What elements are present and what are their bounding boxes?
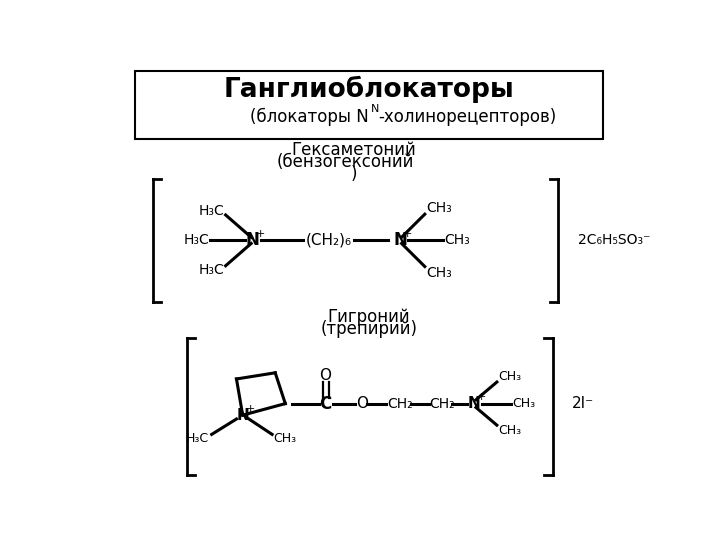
Text: Ганглиоблокаторы: Ганглиоблокаторы xyxy=(224,76,514,103)
Text: 2C₆H₅SO₃⁻: 2C₆H₅SO₃⁻ xyxy=(578,233,651,247)
Text: CH₃: CH₃ xyxy=(274,432,297,445)
Text: CH₂: CH₂ xyxy=(429,396,455,410)
Text: N: N xyxy=(393,231,407,249)
Text: CH₃: CH₃ xyxy=(498,424,521,437)
Text: Гексаметоний: Гексаметоний xyxy=(291,141,416,159)
Text: ): ) xyxy=(350,165,356,183)
Text: O: O xyxy=(320,368,332,383)
FancyBboxPatch shape xyxy=(135,71,603,139)
Text: (бензогексоний: (бензогексоний xyxy=(277,153,415,171)
Text: CH₃: CH₃ xyxy=(426,266,452,280)
Text: +: + xyxy=(246,404,255,414)
Text: +: + xyxy=(256,229,265,239)
Text: +: + xyxy=(403,229,413,239)
Text: N: N xyxy=(246,231,260,249)
Text: H₃C: H₃C xyxy=(199,204,224,218)
Text: CH₃: CH₃ xyxy=(498,370,521,383)
Text: CH₃: CH₃ xyxy=(513,397,536,410)
Text: O: O xyxy=(356,396,369,411)
Text: CH₃: CH₃ xyxy=(444,233,470,247)
Text: (трепирий): (трепирий) xyxy=(320,320,418,338)
Text: H₃C: H₃C xyxy=(184,233,210,247)
Text: CH₃: CH₃ xyxy=(426,201,452,215)
Text: N: N xyxy=(467,396,480,411)
Text: H₃C: H₃C xyxy=(199,262,224,276)
Text: H₃C: H₃C xyxy=(186,432,209,445)
Text: (блокаторы N: (блокаторы N xyxy=(251,108,369,126)
Text: 2I⁻: 2I⁻ xyxy=(572,396,594,411)
Text: C: C xyxy=(320,395,332,413)
Text: -холинорецепторов): -холинорецепторов) xyxy=(378,108,557,126)
Text: CH₂: CH₂ xyxy=(387,396,413,410)
Text: Гигроний: Гигроний xyxy=(328,308,410,326)
Text: (CH₂)₆: (CH₂)₆ xyxy=(305,233,351,248)
Text: N: N xyxy=(236,408,249,423)
Text: +: + xyxy=(477,393,486,402)
Text: N: N xyxy=(371,104,379,114)
